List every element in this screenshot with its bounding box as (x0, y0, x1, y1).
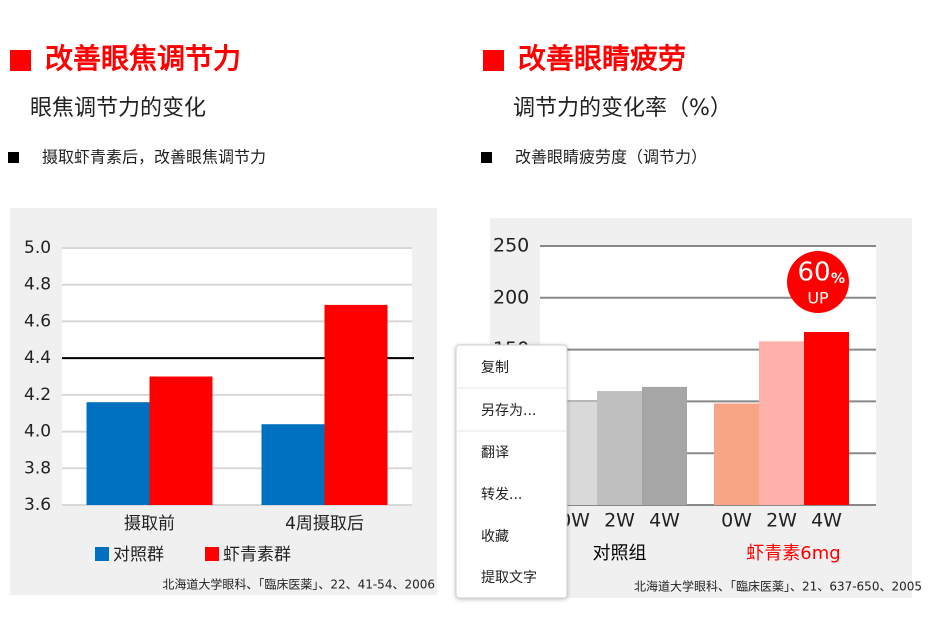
y-tick-label: 4.4 (24, 348, 51, 368)
section-note: 改善眼睛疲劳度（调节力） (515, 148, 707, 167)
x-tick-label: 4周摄取后 (285, 514, 364, 534)
x-tick-label: 摄取前 (124, 514, 175, 534)
heading-marker (483, 50, 504, 71)
section-note: 摄取虾青素后，改善眼焦调节力 (42, 148, 266, 167)
chart-source: 北海道大学眼科、「臨床医薬」、22、41-54、2006 (162, 577, 435, 592)
y-tick-label: 4.0 (24, 422, 51, 442)
section-heading: 改善眼焦调节力 (45, 42, 241, 75)
bar (714, 403, 759, 505)
y-tick-label: 250 (493, 235, 529, 257)
menu-item[interactable]: 收藏 (481, 529, 509, 545)
x-tick-label: 4W (649, 510, 680, 532)
section-heading: 改善眼睛疲劳 (518, 42, 686, 75)
annotation-value: 60 (797, 258, 830, 288)
group-label: 虾青素6mg (746, 543, 840, 564)
legend-label: 对照群 (113, 545, 164, 565)
y-tick-label: 3.8 (24, 458, 51, 478)
bar (759, 341, 804, 505)
y-tick-label: 4.2 (24, 385, 51, 405)
legend-swatch (95, 547, 109, 561)
y-tick-label: 4.8 (24, 275, 51, 295)
bar (149, 376, 213, 505)
group-label: 对照组 (593, 543, 647, 564)
annotation-badge (787, 251, 849, 313)
y-tick-label: 3.6 (24, 495, 51, 515)
bar (804, 331, 849, 505)
annotation-unit: % (831, 271, 845, 287)
menu-item[interactable]: 复制 (481, 359, 509, 376)
chart-source: 北海道大学眼科、「臨床医薬」、21、637-650、2005 (634, 579, 922, 594)
menu-item[interactable]: 提取文字 (481, 570, 537, 586)
x-tick-label: 2W (766, 510, 797, 532)
bar (597, 391, 642, 505)
note-marker (481, 152, 492, 163)
note-marker (8, 152, 19, 163)
legend-swatch (205, 547, 219, 561)
menu-item[interactable]: 翻译 (481, 445, 509, 461)
y-tick-label: 4.6 (24, 311, 51, 331)
x-tick-label: 2W (604, 510, 635, 532)
x-tick-label: 4W (811, 510, 842, 532)
y-tick-label: 200 (493, 286, 529, 308)
menu-item[interactable]: 另存为... (481, 403, 536, 419)
section-subtitle: 调节力的变化率（%） (513, 96, 732, 121)
y-tick-label: 5.0 (24, 238, 51, 258)
menu-item[interactable]: 转发... (481, 487, 522, 503)
heading-marker (10, 50, 31, 71)
x-tick-label: 0W (721, 510, 752, 532)
section-subtitle: 眼焦调节力的变化 (30, 96, 206, 121)
context-menu (455, 344, 568, 599)
annotation-label: UP (807, 289, 829, 308)
bar (261, 424, 325, 505)
bar (642, 386, 687, 505)
bar (324, 304, 388, 505)
legend-label: 虾青素群 (223, 545, 291, 565)
bar (86, 402, 150, 505)
